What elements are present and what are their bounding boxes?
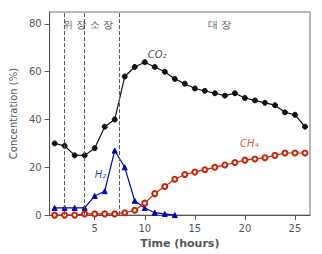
svg-text:5: 5 — [92, 223, 98, 234]
svg-text:CO₂: CO₂ — [148, 49, 167, 60]
svg-text:대 장: 대 장 — [208, 19, 231, 30]
svg-text:10: 10 — [138, 223, 151, 234]
svg-text:Concentration (%): Concentration (%) — [8, 68, 19, 159]
svg-text:40: 40 — [29, 114, 42, 125]
svg-text:Time (hours): Time (hours) — [140, 237, 219, 250]
svg-text:위 장: 위 장 — [63, 19, 86, 30]
svg-text:20: 20 — [239, 223, 252, 234]
svg-text:소 장: 소 장 — [90, 19, 113, 30]
svg-text:80: 80 — [29, 18, 42, 29]
svg-text:60: 60 — [29, 66, 42, 77]
svg-text:H₂: H₂ — [95, 169, 107, 180]
svg-text:25: 25 — [289, 223, 302, 234]
svg-text:20: 20 — [29, 162, 42, 173]
svg-text:0: 0 — [35, 210, 41, 221]
svg-text:15: 15 — [188, 223, 201, 234]
svg-text:CH₄: CH₄ — [240, 138, 259, 149]
